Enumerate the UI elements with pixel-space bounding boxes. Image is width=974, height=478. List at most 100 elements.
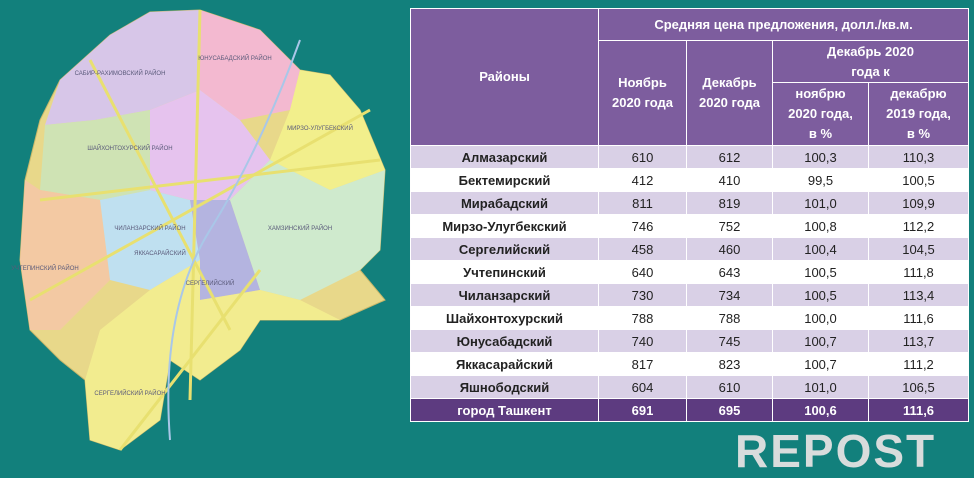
value-cell: 811 (598, 191, 687, 215)
river (167, 39, 301, 441)
map: САБИР-РАХИМОВСКИЙ РАЙОН ЮНУСАБАДСКИЙ РАЙО… (11, 9, 386, 451)
value-cell: 100,4 (772, 237, 869, 261)
value-cell: 752 (686, 214, 773, 238)
table-row: Мирзо-Улугбекский 746 752 100,8 112,2 (410, 214, 969, 238)
value-cell: 101,0 (772, 191, 869, 215)
header-change-text: Декабрь 2020 года к (827, 43, 914, 79)
header-vs-dec-text: декабрю 2019 года, в % (886, 86, 951, 141)
price-table: Районы Средняя цена предложения, долл./кв… (410, 8, 969, 422)
value-cell: 100,5 (772, 283, 869, 307)
value-cell: 100,0 (772, 306, 869, 330)
value-cell: 819 (686, 191, 773, 215)
district (85, 260, 340, 450)
district (200, 10, 300, 120)
value-cell: 610 (686, 375, 773, 399)
value-cell: 111,6 (868, 398, 969, 422)
value-cell: 101,0 (772, 375, 869, 399)
district (270, 70, 385, 190)
value-cell: 100,3 (772, 145, 869, 169)
table-row: Бектемирский 412 410 99,5 100,5 (410, 168, 969, 192)
value-cell: 730 (598, 283, 687, 307)
district-cell: Сергелийский (410, 237, 599, 261)
value-cell: 746 (598, 214, 687, 238)
map-label: ЧИЛАНЗАРСКИЙ РАЙОН (114, 224, 185, 232)
header-nov: Ноябрь 2020 года (598, 40, 687, 146)
district-cell: Шайхонтохурский (410, 306, 599, 330)
value-cell: 100,5 (868, 168, 969, 192)
value-cell: 640 (598, 260, 687, 284)
district (40, 110, 150, 200)
value-cell: 458 (598, 237, 687, 261)
value-cell: 745 (686, 329, 773, 353)
district (100, 190, 200, 290)
map-label: САБИР-РАХИМОВСКИЙ РАЙОН (75, 69, 166, 77)
value-cell: 734 (686, 283, 773, 307)
value-cell: 610 (598, 145, 687, 169)
value-cell: 111,2 (868, 352, 969, 376)
header-nov-text: Ноябрь 2020 года (611, 75, 674, 110)
table-body: Алмазарский 610 612 100,3 110,3 Бектемирский 4… (410, 145, 969, 422)
district (150, 90, 270, 200)
header-title: Средняя цена предложения, долл./кв.м. (598, 8, 969, 41)
district-cell: Мирабадский (410, 191, 599, 215)
value-cell: 817 (598, 352, 687, 376)
value-cell: 691 (598, 398, 687, 422)
table-row: Чиланзарский 730 734 100,5 113,4 (410, 283, 969, 307)
value-cell: 109,9 (868, 191, 969, 215)
value-cell: 106,5 (868, 375, 969, 399)
table-row: Мирабадский 811 819 101,0 109,9 (410, 191, 969, 215)
value-cell: 612 (686, 145, 773, 169)
map-label: ЮНУСАБАДСКИЙ РАЙОН (198, 54, 272, 62)
value-cell: 643 (686, 260, 773, 284)
map-label: УЧТЕПИНСКИЙ РАЙОН (11, 264, 78, 272)
value-cell: 110,3 (868, 145, 969, 169)
value-cell: 410 (686, 168, 773, 192)
value-cell: 788 (598, 306, 687, 330)
map-label: СЕРГЕЛИЙСКИЙ РАЙОН (94, 389, 165, 397)
value-cell: 412 (598, 168, 687, 192)
header-vs-dec: декабрю 2019 года, в % (868, 82, 969, 146)
district-cell: Яккасарайский (410, 352, 599, 376)
value-cell: 113,4 (868, 283, 969, 307)
map-label: СЕРГЕЛИЙСКИЙ (186, 279, 235, 287)
table-row: Шайхонтохурский 788 788 100,0 111,6 (410, 306, 969, 330)
district (45, 10, 200, 125)
map-label: ХАМЗИНСКИЙ РАЙОН (268, 224, 332, 232)
district-cell: Яшнободский (410, 375, 599, 399)
header-dec-text: Декабрь 2020 года (698, 75, 761, 110)
value-cell: 111,6 (868, 306, 969, 330)
logo: REPOST (735, 425, 937, 477)
district-cell: Учтепинский (410, 260, 599, 284)
district-cell: город Ташкент (410, 398, 599, 422)
value-cell: 695 (686, 398, 773, 422)
table-row: Учтепинский 640 643 100,5 111,8 (410, 260, 969, 284)
header-vs-nov-text: ноябрю 2020 года, в % (788, 86, 853, 141)
district-cell: Бектемирский (410, 168, 599, 192)
value-cell: 100,7 (772, 352, 869, 376)
value-cell: 100,8 (772, 214, 869, 238)
map-label: МИРЗО-УЛУГБЕКСКИЙ (287, 124, 353, 132)
value-cell: 740 (598, 329, 687, 353)
value-cell: 100,5 (772, 260, 869, 284)
map-label: ЯККАСАРАЙСКИЙ (134, 249, 186, 257)
value-cell: 112,2 (868, 214, 969, 238)
road (29, 9, 381, 451)
table-row: город Ташкент 691 695 100,6 111,6 (410, 398, 969, 422)
district (230, 160, 385, 300)
value-cell: 104,5 (868, 237, 969, 261)
district-cell: Чиланзарский (410, 283, 599, 307)
header-change: Декабрь 2020 года к (772, 40, 969, 83)
district (190, 200, 260, 300)
district-cell: Юнусабадский (410, 329, 599, 353)
table-row: Яккасарайский 817 823 100,7 111,2 (410, 352, 969, 376)
table-row: Яшнободский 604 610 101,0 106,5 (410, 375, 969, 399)
district-cell: Алмазарский (410, 145, 599, 169)
value-cell: 100,6 (772, 398, 869, 422)
district-cell: Мирзо-Улугбекский (410, 214, 599, 238)
map-label: ШАЙХОНТОХУРСКИЙ РАЙОН (87, 144, 172, 152)
value-cell: 788 (686, 306, 773, 330)
header-vs-nov: ноябрю 2020 года, в % (772, 82, 869, 146)
value-cell: 100,7 (772, 329, 869, 353)
header-dec: Декабрь 2020 года (686, 40, 773, 146)
